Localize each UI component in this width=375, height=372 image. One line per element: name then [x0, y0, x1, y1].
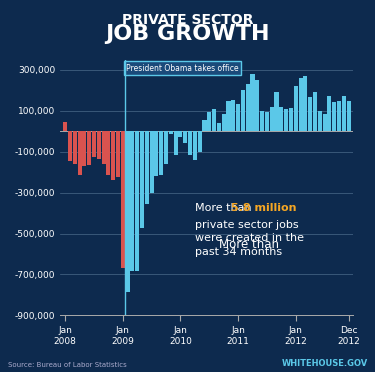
Bar: [97, 131, 101, 160]
Bar: [198, 131, 202, 152]
Bar: [169, 131, 173, 134]
Bar: [298, 78, 303, 131]
Bar: [68, 131, 72, 161]
Bar: [207, 112, 212, 131]
Bar: [178, 131, 183, 137]
Bar: [63, 122, 67, 131]
Bar: [183, 131, 187, 143]
Text: Source: Bureau of Labor Statistics: Source: Bureau of Labor Statistics: [8, 362, 126, 368]
Bar: [130, 131, 135, 271]
Bar: [236, 104, 240, 131]
Bar: [121, 131, 125, 268]
Text: 5.8 million: 5.8 million: [231, 203, 296, 213]
Text: PRIVATE SECTOR: PRIVATE SECTOR: [122, 13, 253, 27]
Bar: [135, 131, 139, 271]
Bar: [246, 84, 250, 131]
Bar: [226, 101, 231, 131]
Bar: [140, 131, 144, 228]
Bar: [217, 123, 221, 131]
Bar: [116, 131, 120, 177]
Bar: [294, 86, 298, 131]
Bar: [303, 76, 307, 131]
Text: More than: More than: [195, 203, 255, 213]
Bar: [73, 131, 77, 164]
Bar: [202, 120, 207, 131]
Bar: [337, 101, 341, 131]
Bar: [150, 131, 154, 193]
Bar: [313, 92, 317, 131]
Bar: [222, 114, 226, 131]
Bar: [82, 131, 86, 166]
Bar: [126, 131, 130, 292]
Bar: [102, 131, 106, 164]
Bar: [174, 131, 178, 154]
Bar: [279, 107, 284, 131]
Bar: [318, 111, 322, 131]
Bar: [251, 74, 255, 131]
Bar: [212, 109, 216, 131]
Bar: [231, 100, 236, 131]
Bar: [346, 101, 351, 131]
Text: More than: More than: [219, 238, 283, 251]
Bar: [193, 131, 197, 160]
Bar: [274, 92, 279, 131]
Bar: [260, 111, 264, 131]
Bar: [159, 131, 163, 175]
Bar: [289, 108, 293, 131]
Text: JOB GROWTH: JOB GROWTH: [105, 24, 270, 44]
Bar: [270, 107, 274, 131]
Bar: [342, 96, 346, 131]
Bar: [78, 131, 82, 175]
Bar: [154, 131, 159, 176]
Bar: [255, 80, 260, 131]
Bar: [322, 114, 327, 131]
Text: WHITEHOUSE.GOV: WHITEHOUSE.GOV: [281, 359, 368, 368]
Bar: [106, 131, 111, 176]
Bar: [308, 97, 312, 131]
Bar: [164, 131, 168, 164]
Bar: [111, 131, 115, 180]
Bar: [145, 131, 149, 204]
Text: President Obama takes office: President Obama takes office: [126, 64, 239, 73]
Text: private sector jobs
were created in the
past 34 months: private sector jobs were created in the …: [195, 220, 304, 257]
Bar: [265, 112, 269, 131]
Bar: [327, 96, 332, 131]
Bar: [188, 131, 192, 154]
Bar: [241, 90, 245, 131]
Bar: [92, 131, 96, 157]
Bar: [332, 102, 336, 131]
Bar: [284, 109, 288, 131]
Bar: [87, 131, 91, 164]
